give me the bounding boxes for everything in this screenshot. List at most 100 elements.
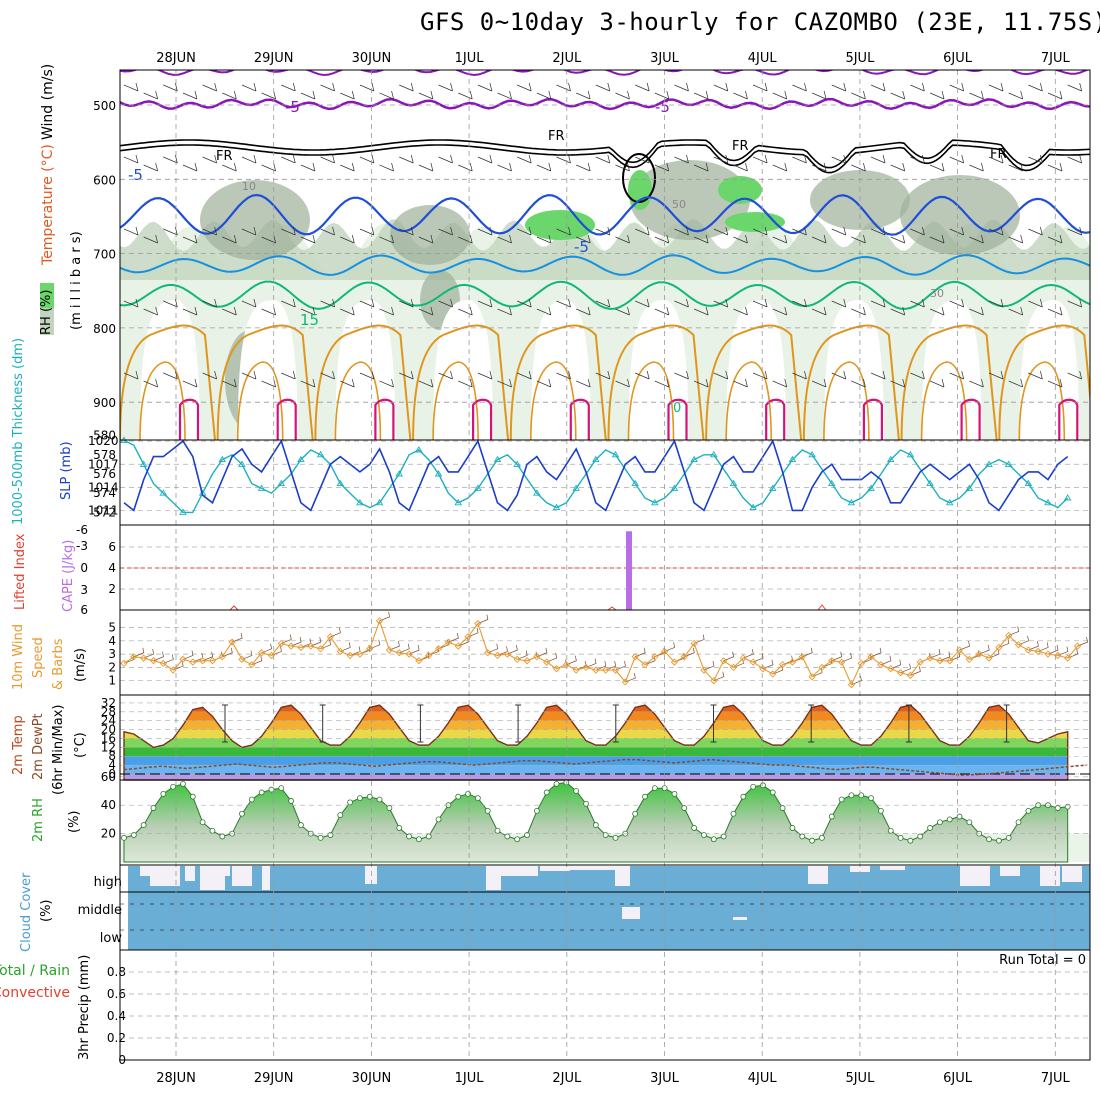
rh-point xyxy=(180,781,186,787)
wind10m-label-b: Speed xyxy=(31,637,46,678)
rh-point xyxy=(799,833,806,840)
wind-barb-10m xyxy=(988,649,1000,659)
rh-point xyxy=(887,827,894,834)
date-label-bottom: 6JUL xyxy=(943,1071,973,1086)
slp-tick-label: 1020 xyxy=(88,434,119,448)
wind-barb xyxy=(399,226,414,236)
wind-barb xyxy=(635,154,650,164)
cloud-high-clear xyxy=(1040,866,1060,886)
wind-barb xyxy=(851,306,866,316)
rh-point xyxy=(357,795,363,801)
wind-speed-point xyxy=(808,673,816,681)
wind-barb xyxy=(870,298,886,308)
rh-point xyxy=(533,807,540,814)
wind-barb-10m xyxy=(202,651,214,662)
temp-contour-orange-inner xyxy=(823,361,870,440)
wind-tick-label: 4 xyxy=(108,634,116,648)
temp-contour-minus5 xyxy=(120,193,1090,236)
wind-barb-10m xyxy=(1077,637,1088,647)
wind-barb-10m xyxy=(1018,635,1029,646)
contour-label: 50 xyxy=(672,198,686,211)
wind-barb xyxy=(576,306,591,316)
wind-barb xyxy=(222,90,237,100)
wind-speed-point xyxy=(1044,650,1052,658)
wind-barb xyxy=(497,90,512,100)
wind-barb xyxy=(123,82,139,92)
wind-barb xyxy=(281,154,296,164)
wind-barb xyxy=(713,82,729,92)
rh-point xyxy=(150,805,157,811)
wind-barb xyxy=(988,154,1004,164)
wind-speed-point xyxy=(719,657,728,665)
wind-speed-point xyxy=(307,642,315,650)
wind10m-label-c: & Barbs xyxy=(51,638,66,690)
wind-speed-point xyxy=(444,638,453,646)
dry-pocket xyxy=(726,300,787,440)
minmax-bar xyxy=(710,704,717,743)
cape-bar xyxy=(626,531,632,610)
wind-barb-10m xyxy=(173,660,184,671)
cloud-high-clear xyxy=(262,866,270,890)
rh-point xyxy=(298,822,304,828)
wind-barb xyxy=(988,226,1004,236)
wind-barb-10m xyxy=(182,650,194,660)
temperature-label: Temperature (°C) xyxy=(40,144,56,266)
wind-barb xyxy=(870,370,886,380)
wind-barb xyxy=(595,370,611,380)
wind-speed-point xyxy=(651,653,659,661)
wind-barb xyxy=(340,90,355,100)
minmax-bar xyxy=(222,704,228,743)
slp-tick-label: 1011 xyxy=(88,503,119,517)
temp-contour-orange-inner xyxy=(530,361,577,440)
dry-pocket xyxy=(628,300,689,440)
wind-barb-10m xyxy=(467,627,479,638)
temp-contour-top xyxy=(120,70,1089,77)
rh-point xyxy=(170,783,177,790)
wind-barb-10m xyxy=(546,653,558,663)
wind-speed-point xyxy=(326,633,335,641)
wind-barb xyxy=(969,378,984,388)
thickness-point xyxy=(533,489,541,496)
wind-barb xyxy=(497,306,512,316)
li-bump xyxy=(229,605,239,611)
cloud-high-clear xyxy=(220,866,230,876)
wind-speed-point xyxy=(208,657,217,665)
rh-point xyxy=(917,833,924,840)
wind-barb xyxy=(1008,234,1024,244)
temp-contour-orange-inner xyxy=(920,361,968,440)
rh-point xyxy=(986,836,992,843)
li-tick-label: 3 xyxy=(80,583,88,597)
wind-speed-point xyxy=(159,659,167,668)
rh2m-panel: 20 40 60 xyxy=(101,770,1090,863)
wind-barb xyxy=(772,306,788,316)
wind-speed-point xyxy=(336,647,344,656)
wind-barb xyxy=(497,162,512,172)
date-label-bottom: 3JUL xyxy=(650,1071,680,1086)
rh-point xyxy=(278,785,285,792)
rh-point xyxy=(239,810,245,817)
wind-barb xyxy=(320,154,335,164)
wind-speed-point xyxy=(759,665,767,673)
date-label-bottom: 4JUL xyxy=(748,1071,778,1086)
temp-contour-orange xyxy=(998,324,1090,440)
rh-point xyxy=(710,836,717,843)
wind-barb-10m xyxy=(890,659,902,670)
rh-point xyxy=(1005,834,1012,841)
wind-speed-point xyxy=(798,653,806,661)
thickness-tick-label: 576 xyxy=(93,467,116,481)
rh-point xyxy=(838,796,845,803)
wind-barb xyxy=(517,154,532,164)
contour-label: 15 xyxy=(300,311,319,329)
rh-point xyxy=(642,793,648,800)
wind-barb-10m xyxy=(635,647,646,658)
contour-label: 10 xyxy=(242,180,256,193)
wind-barb xyxy=(752,298,768,308)
wind-speed-point xyxy=(130,653,138,661)
wind-speed-point xyxy=(700,666,708,674)
wind-speed-point xyxy=(926,654,934,662)
wind-speed-point xyxy=(169,666,177,674)
rh-point xyxy=(386,805,393,811)
rh-point xyxy=(651,785,658,792)
dry-pocket xyxy=(823,300,884,440)
rh-point xyxy=(720,833,727,840)
